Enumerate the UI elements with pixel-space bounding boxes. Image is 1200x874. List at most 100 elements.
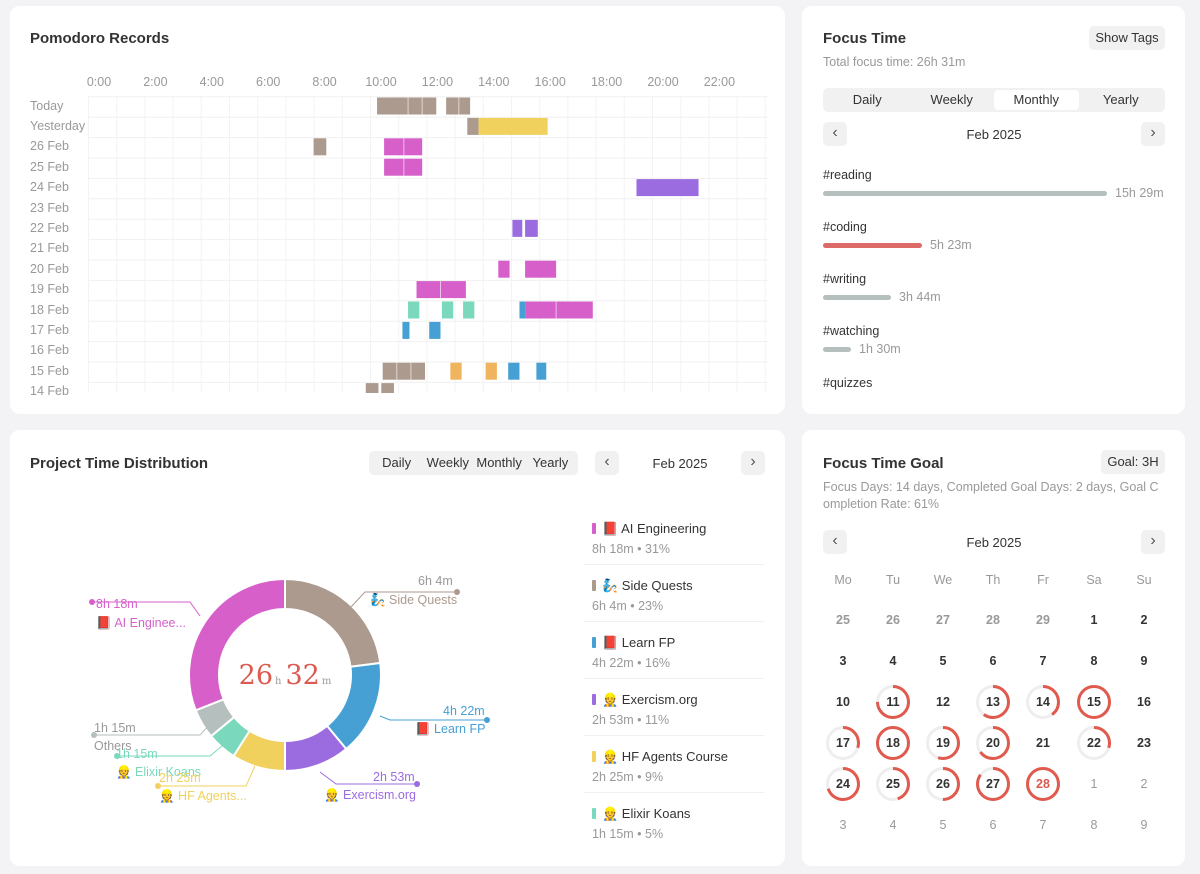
calendar-day[interactable]: 25 bbox=[825, 602, 861, 638]
goal-prev-button[interactable]: ‹ bbox=[823, 530, 847, 554]
distribution-tab-weekly[interactable]: Weekly bbox=[426, 455, 470, 470]
calendar-day[interactable]: 10 bbox=[825, 684, 861, 720]
donut-slice[interactable] bbox=[188, 577, 286, 712]
session-block[interactable] bbox=[525, 260, 557, 278]
legend-item[interactable]: 👷 Elixir Koans 1h 15m • 5% bbox=[584, 798, 764, 850]
calendar-day[interactable]: 26 bbox=[925, 766, 961, 802]
session-block[interactable] bbox=[402, 321, 410, 339]
goal-button[interactable]: Goal: 3H bbox=[1101, 450, 1165, 474]
calendar-day[interactable]: 29 bbox=[1025, 602, 1061, 638]
calendar-day[interactable]: 4 bbox=[875, 643, 911, 679]
session-block[interactable] bbox=[450, 362, 462, 380]
legend-item-name: 📕 Learn FP bbox=[592, 635, 675, 651]
calendar-day[interactable]: 2 bbox=[1126, 766, 1162, 802]
calendar-day[interactable]: 14 bbox=[1025, 684, 1061, 720]
session-block[interactable] bbox=[463, 301, 475, 319]
calendar-day[interactable]: 9 bbox=[1126, 643, 1162, 679]
calendar-day[interactable]: 25 bbox=[875, 766, 911, 802]
session-block[interactable] bbox=[384, 158, 423, 176]
legend-item[interactable]: 🧞 Side Quests 6h 4m • 23% bbox=[584, 570, 764, 622]
calendar-day[interactable]: 5 bbox=[925, 643, 961, 679]
calendar-day[interactable]: 5 bbox=[925, 807, 961, 843]
legend-item[interactable]: 📕 Learn FP 4h 22m • 16% bbox=[584, 627, 764, 679]
distribution-prev-button[interactable]: ‹ bbox=[595, 451, 619, 475]
calendar-day[interactable]: 28 bbox=[1025, 766, 1061, 802]
project-donut-chart[interactable] bbox=[10, 490, 570, 850]
calendar-day[interactable]: 1 bbox=[1076, 602, 1112, 638]
session-block[interactable] bbox=[498, 260, 510, 278]
calendar-day[interactable]: 12 bbox=[925, 684, 961, 720]
calendar-day[interactable]: 7 bbox=[1025, 643, 1061, 679]
legend-item[interactable]: 📕 AI Engineering 8h 18m • 31% bbox=[584, 513, 764, 565]
calendar-day[interactable]: 8 bbox=[1076, 643, 1112, 679]
calendar-day[interactable]: 23 bbox=[1126, 725, 1162, 761]
session-block[interactable] bbox=[636, 179, 699, 197]
session-block[interactable] bbox=[365, 383, 379, 393]
session-block[interactable] bbox=[408, 301, 420, 319]
calendar-day[interactable]: 28 bbox=[975, 602, 1011, 638]
focus-tab-monthly[interactable]: Monthly bbox=[994, 90, 1079, 110]
hour-tick: 16:00 bbox=[534, 75, 566, 89]
calendar-day[interactable]: 17 bbox=[825, 725, 861, 761]
focus-next-button[interactable]: › bbox=[1141, 122, 1165, 146]
session-block[interactable] bbox=[508, 362, 520, 380]
session-block[interactable] bbox=[512, 219, 523, 237]
session-block[interactable] bbox=[382, 362, 425, 380]
calendar-day[interactable]: 11 bbox=[875, 684, 911, 720]
distribution-tab-yearly[interactable]: Yearly bbox=[532, 455, 569, 470]
session-block[interactable] bbox=[525, 301, 593, 319]
calendar-day[interactable]: 18 bbox=[875, 725, 911, 761]
goal-next-button[interactable]: › bbox=[1141, 530, 1165, 554]
focus-tab-daily[interactable]: Daily bbox=[852, 92, 882, 107]
session-block[interactable] bbox=[446, 97, 471, 115]
session-block[interactable] bbox=[536, 362, 547, 380]
focus-tab-weekly[interactable]: Weekly bbox=[930, 92, 973, 107]
calendar-day[interactable]: 27 bbox=[925, 602, 961, 638]
calendar-day[interactable]: 9 bbox=[1126, 807, 1162, 843]
calendar-day[interactable]: 22 bbox=[1076, 725, 1112, 761]
calendar-day[interactable]: 13 bbox=[975, 684, 1011, 720]
calendar-day[interactable]: 3 bbox=[825, 643, 861, 679]
chevron-left-icon: ‹ bbox=[832, 124, 838, 141]
session-block[interactable] bbox=[381, 383, 394, 393]
calendar-day[interactable]: 1 bbox=[1076, 766, 1112, 802]
calendar-day[interactable]: 16 bbox=[1126, 684, 1162, 720]
session-block[interactable] bbox=[478, 117, 548, 135]
calendar-day[interactable]: 7 bbox=[1025, 807, 1061, 843]
calendar-day[interactable]: 19 bbox=[925, 725, 961, 761]
session-block[interactable] bbox=[441, 301, 454, 319]
records-timeline[interactable] bbox=[88, 95, 768, 393]
calendar-day[interactable]: 27 bbox=[975, 766, 1011, 802]
calendar-day[interactable]: 20 bbox=[975, 725, 1011, 761]
session-block[interactable] bbox=[377, 97, 437, 115]
focus-prev-button[interactable]: ‹ bbox=[823, 122, 847, 146]
calendar-day[interactable]: 3 bbox=[825, 807, 861, 843]
show-tags-button[interactable]: Show Tags bbox=[1089, 26, 1165, 50]
calendar-day[interactable]: 4 bbox=[875, 807, 911, 843]
session-block[interactable] bbox=[525, 219, 538, 237]
focus-tab-yearly[interactable]: Yearly bbox=[1102, 92, 1139, 107]
distribution-tab-monthly[interactable]: Monthly bbox=[476, 455, 522, 470]
calendar-day[interactable]: 6 bbox=[975, 643, 1011, 679]
legend-item[interactable]: 👷 Exercism.org 2h 53m • 11% bbox=[584, 684, 764, 736]
calendar-day[interactable]: 8 bbox=[1076, 807, 1112, 843]
session-block[interactable] bbox=[429, 321, 441, 339]
legend-item-label: 🧞 Side Quests bbox=[602, 578, 693, 593]
calendar-day[interactable]: 2 bbox=[1126, 602, 1162, 638]
session-block[interactable] bbox=[467, 117, 479, 135]
session-block[interactable] bbox=[519, 301, 526, 319]
calendar-day[interactable]: 6 bbox=[975, 807, 1011, 843]
legend-item[interactable]: 👷 HF Agents Course 2h 25m • 9% bbox=[584, 741, 764, 793]
distribution-next-button[interactable]: › bbox=[741, 451, 765, 475]
calendar-day[interactable]: 15 bbox=[1076, 684, 1112, 720]
tag-name: #watching bbox=[823, 324, 880, 338]
session-block[interactable] bbox=[485, 362, 497, 380]
calendar-day[interactable]: 21 bbox=[1025, 725, 1061, 761]
calendar-day[interactable]: 24 bbox=[825, 766, 861, 802]
session-block[interactable] bbox=[384, 138, 423, 156]
distribution-tab-daily[interactable]: Daily bbox=[382, 455, 412, 470]
session-block[interactable] bbox=[313, 138, 327, 156]
calendar-day[interactable]: 26 bbox=[875, 602, 911, 638]
session-block[interactable] bbox=[416, 281, 466, 299]
calendar-day-number: 4 bbox=[889, 654, 897, 668]
